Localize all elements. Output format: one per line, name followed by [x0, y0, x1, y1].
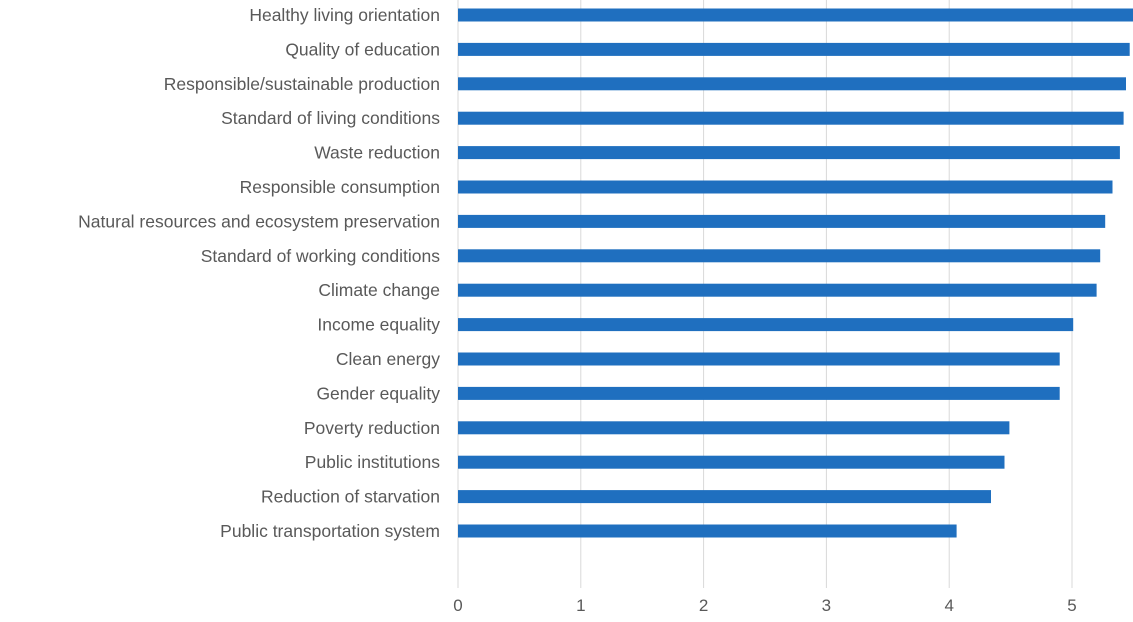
bars — [458, 8, 1133, 538]
category-label: Quality of education — [285, 39, 440, 59]
x-tick-label: 2 — [699, 596, 708, 615]
category-label: Public institutions — [305, 452, 440, 472]
category-label: Climate change — [318, 280, 440, 300]
category-label: Public transportation system — [220, 521, 440, 541]
bar — [458, 352, 1060, 366]
x-tick-label: 3 — [822, 596, 831, 615]
category-label: Standard of living conditions — [221, 108, 440, 128]
category-label: Responsible/sustainable production — [164, 74, 440, 94]
bar — [458, 8, 1133, 22]
category-label: Waste reduction — [314, 143, 440, 163]
category-label: Poverty reduction — [304, 418, 440, 438]
bar — [458, 318, 1074, 332]
x-axis-tick-labels: 0 1 2 3 4 5 — [453, 596, 1076, 615]
bar — [458, 214, 1106, 228]
category-label: Natural resources and ecosystem preserva… — [78, 211, 440, 231]
bar — [458, 42, 1130, 56]
x-tick-label: 0 — [453, 596, 462, 615]
bar — [458, 111, 1124, 125]
bar — [458, 524, 957, 538]
bar — [458, 386, 1060, 400]
category-label: Reduction of starvation — [261, 487, 440, 507]
bar — [458, 180, 1113, 194]
bar — [458, 77, 1126, 91]
x-tick-label: 4 — [944, 596, 953, 615]
x-tick-label: 5 — [1067, 596, 1076, 615]
bar — [458, 455, 1005, 469]
x-tick-label: 1 — [576, 596, 585, 615]
bar — [458, 421, 1010, 435]
category-label: Income equality — [317, 315, 440, 335]
bar — [458, 249, 1101, 263]
bar — [458, 146, 1120, 160]
bar — [458, 490, 991, 504]
bar — [458, 283, 1097, 297]
category-label: Clean energy — [336, 349, 440, 369]
category-label: Standard of working conditions — [201, 246, 441, 266]
category-label: Responsible consumption — [240, 177, 440, 197]
category-label: Healthy living orientation — [249, 5, 440, 25]
category-label: Gender equality — [316, 383, 440, 403]
category-labels: Healthy living orientation Quality of edu… — [78, 5, 440, 541]
